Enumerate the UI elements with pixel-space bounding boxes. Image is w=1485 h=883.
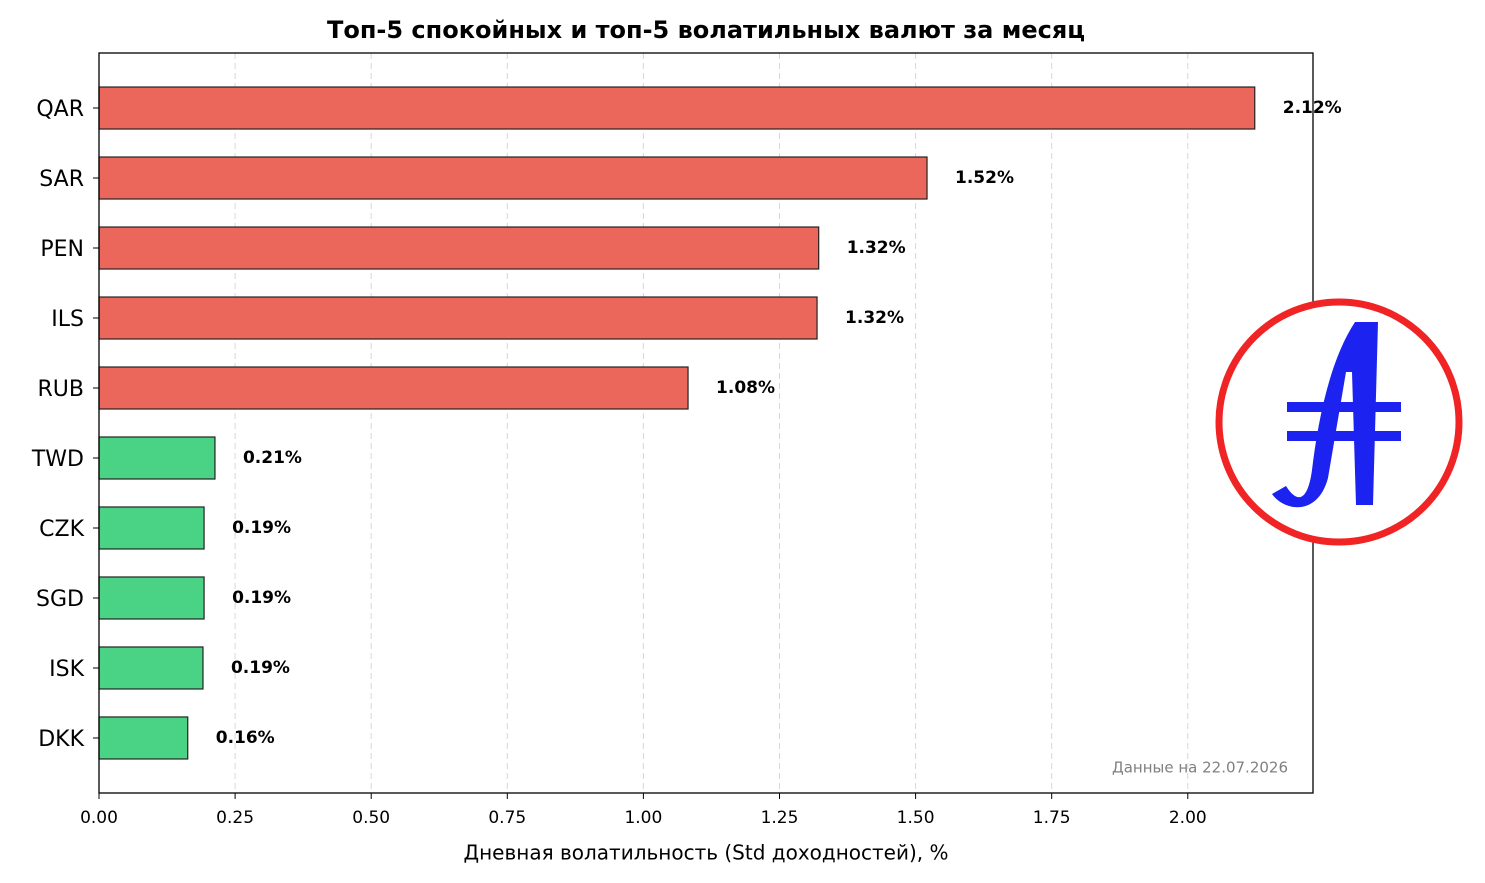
x-tick-label: 0.00 (80, 808, 118, 828)
bar (98, 226, 820, 270)
logo (1215, 298, 1463, 546)
value-label: 0.19% (231, 658, 290, 678)
value-label: 0.21% (243, 448, 302, 468)
x-tick-label: 1.50 (897, 808, 935, 828)
y-tick-label: ILS (51, 307, 84, 332)
plot-area (98, 53, 1256, 793)
y-tick-label: CZK (39, 517, 84, 542)
chart-title: Топ-5 спокойных и топ-5 волатильных валю… (327, 16, 1085, 44)
value-label: 0.19% (232, 518, 291, 538)
logo-glyph (1272, 322, 1378, 508)
logo-bar (1287, 402, 1401, 412)
y-tick-label: SAR (39, 167, 84, 192)
annotation: Данные на 22.07.2026 (1112, 759, 1288, 777)
bar (98, 86, 1256, 130)
bar (98, 716, 189, 760)
x-tick-label: 0.50 (352, 808, 390, 828)
bar (98, 296, 818, 340)
y-tick-label: ISK (49, 657, 84, 682)
x-tick-label: 1.25 (761, 808, 799, 828)
bar (98, 576, 205, 620)
logo-bar (1287, 431, 1401, 441)
value-label: 1.08% (716, 378, 775, 398)
value-label: 0.19% (232, 588, 291, 608)
bar (98, 366, 689, 410)
y-tick-label: PEN (40, 237, 84, 262)
y-tick-label: QAR (36, 97, 84, 122)
bar (98, 646, 204, 690)
x-tick-label: 0.25 (216, 808, 254, 828)
value-label: 2.12% (1283, 98, 1342, 118)
value-label: 0.16% (216, 728, 275, 748)
bar (98, 156, 928, 200)
x-tick-label: 1.00 (624, 808, 662, 828)
x-tick-label: 1.75 (1033, 808, 1071, 828)
x-tick-label: 2.00 (1169, 808, 1207, 828)
logo-ring (1215, 298, 1463, 546)
y-tick-label: DKK (38, 727, 84, 752)
bar (98, 506, 205, 550)
value-label: 1.32% (847, 238, 906, 258)
value-label: 1.52% (955, 168, 1014, 188)
bar (98, 436, 216, 480)
y-tick-label: SGD (36, 587, 84, 612)
y-tick-label: RUB (38, 377, 84, 402)
y-tick-label: TWD (31, 447, 84, 472)
x-axis-label: Дневная волатильность (Std доходностей),… (463, 841, 948, 865)
x-tick-label: 0.75 (488, 808, 526, 828)
value-label: 1.32% (845, 308, 904, 328)
